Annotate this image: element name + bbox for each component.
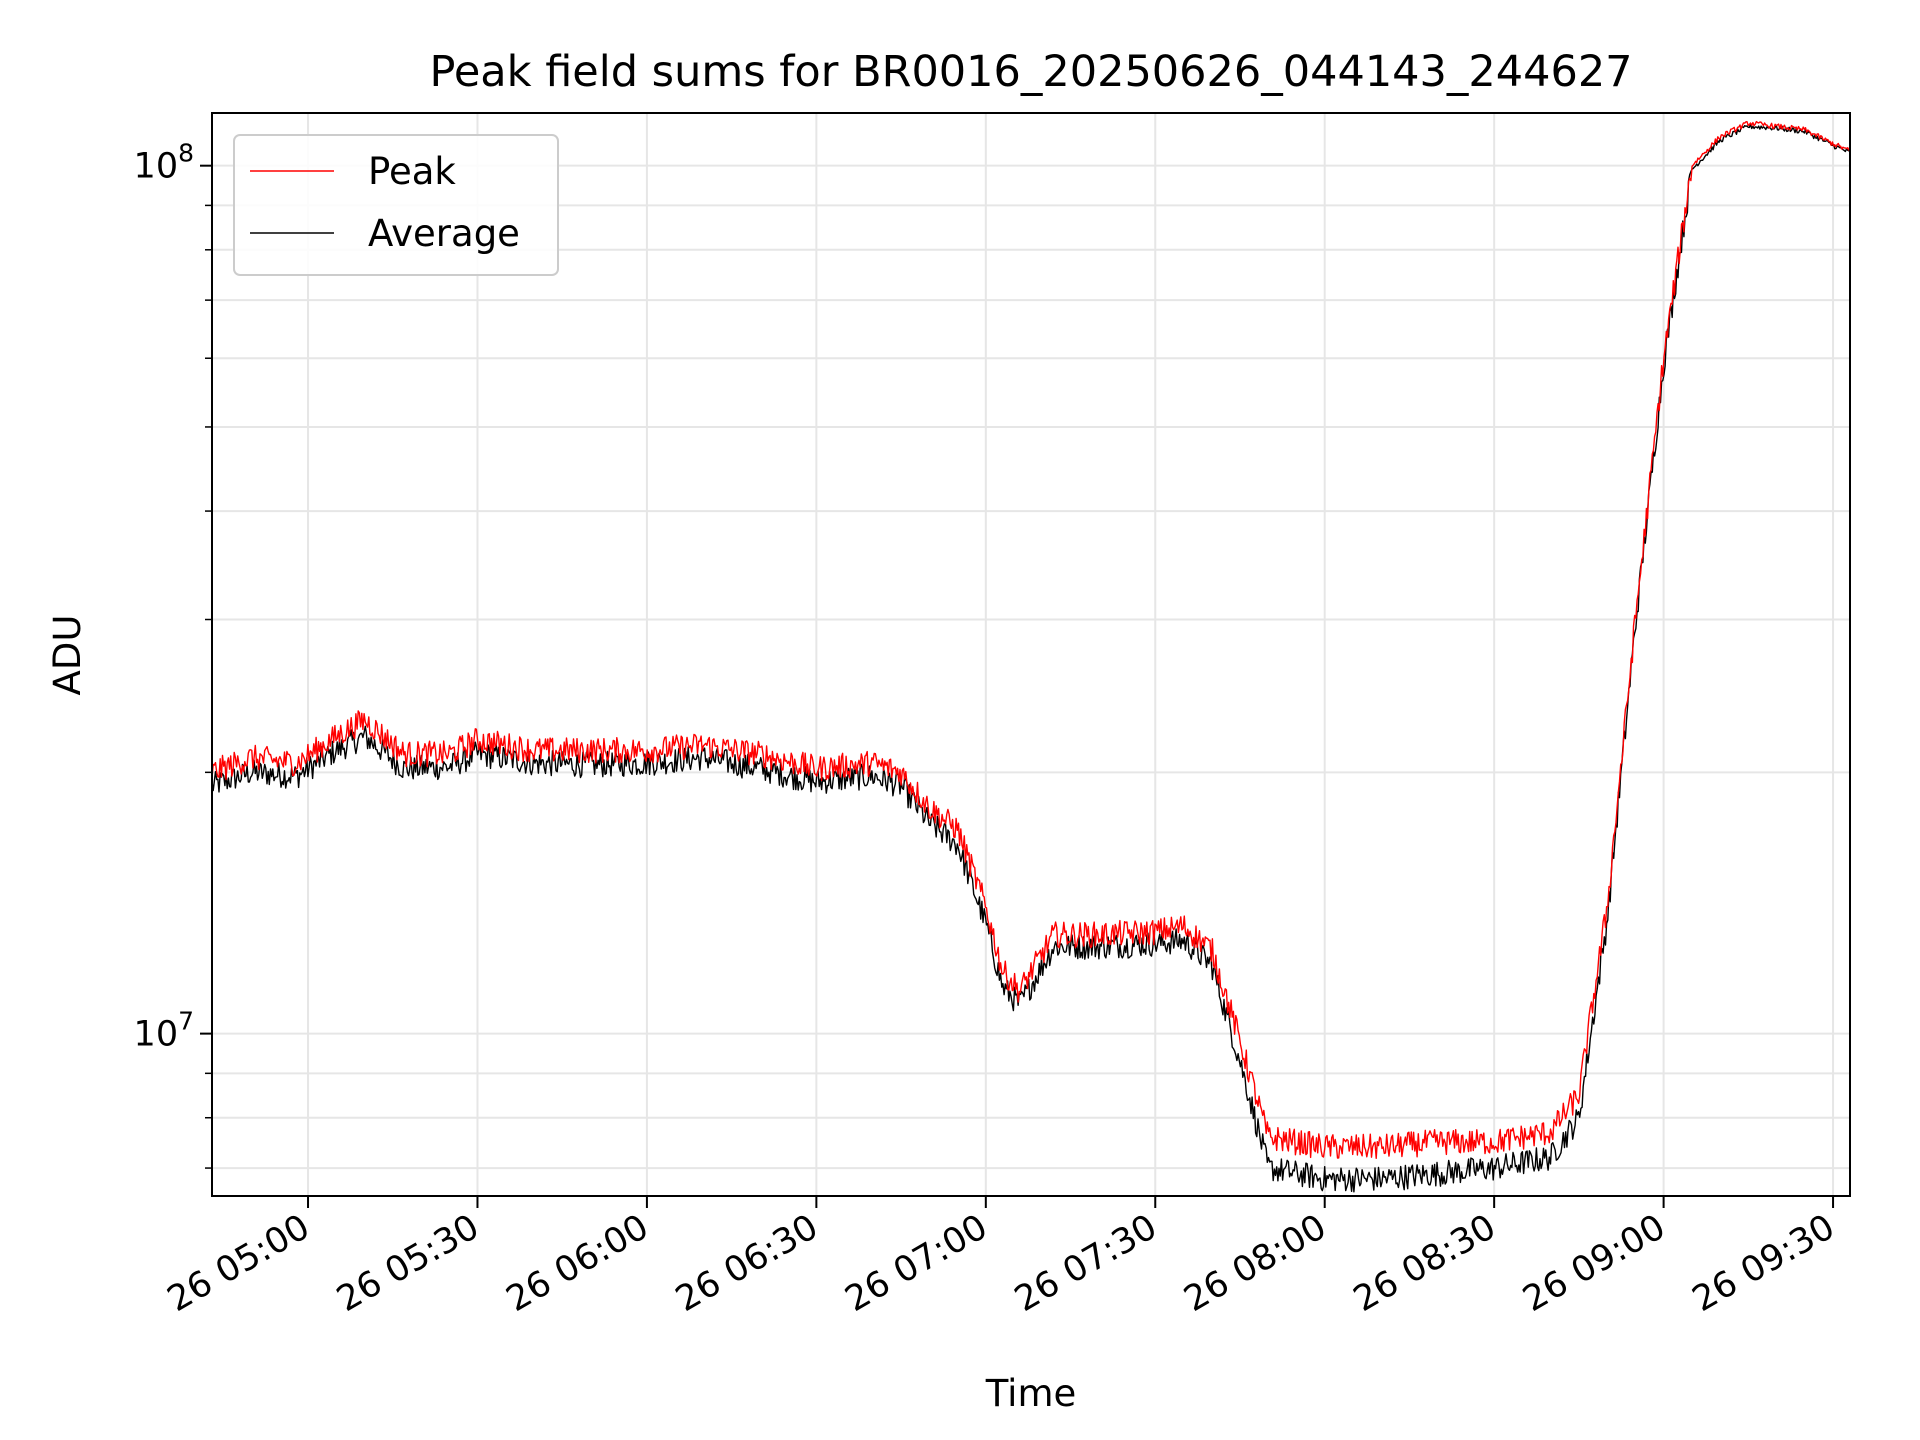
- y-tick-label: 107: [134, 1007, 194, 1055]
- x-axis-label: Time: [985, 1372, 1077, 1415]
- grid: [212, 113, 1850, 1196]
- y-tick-exponent: 8: [178, 139, 194, 168]
- legend-box: [233, 134, 559, 276]
- chart-title: Peak field sums for BR0016_20250626_0441…: [429, 47, 1632, 97]
- series-line-peak: [211, 120, 1851, 1160]
- legend: Peak Average: [233, 134, 559, 276]
- y-tick-base: 10: [134, 147, 179, 187]
- legend-label-peak: Peak: [368, 150, 456, 193]
- series-line-average: [211, 123, 1851, 1193]
- y-tick-label: 108: [134, 139, 194, 187]
- y-tick-base: 10: [134, 1015, 179, 1055]
- legend-label-average: Average: [368, 212, 520, 255]
- plot-lines: [211, 120, 1851, 1193]
- y-axis-label: ADU: [46, 615, 89, 696]
- y-tick-exponent: 7: [178, 1007, 194, 1036]
- plot-frame: [211, 112, 1851, 1197]
